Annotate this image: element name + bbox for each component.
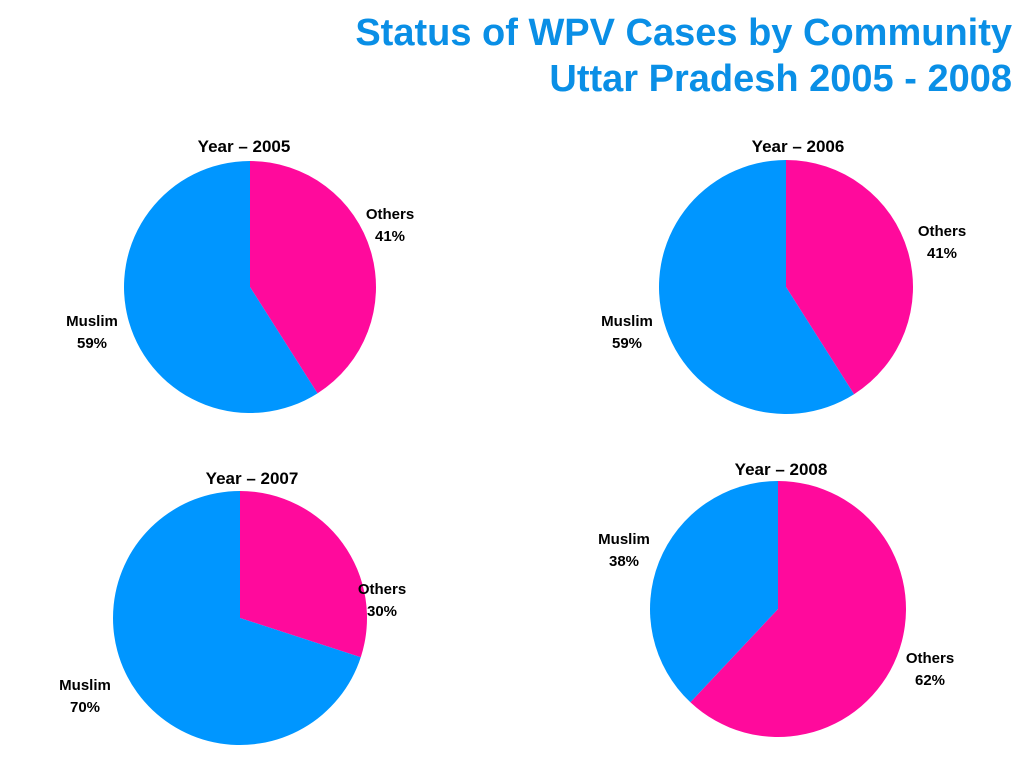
pie-slice-others [250,161,376,394]
slice-percent: 62% [915,672,945,689]
slice-name: Others [906,650,954,667]
slice-label-others: Others 41% [366,206,414,245]
slice-name: Muslim [66,313,118,330]
slice-percent: 59% [77,335,107,352]
slice-name: Others [366,206,414,223]
pie-chart-2: Year – 2006 Others 41% Muslim 59% [601,137,966,415]
slice-label-others: Others 62% [906,650,954,689]
pie-slice-muslim [658,160,855,415]
pie-slice-muslim [649,481,778,703]
slice-name: Muslim [59,677,111,694]
slice-label-others: Others 30% [358,581,406,620]
pie-slice-others [240,491,367,658]
slice-percent: 70% [70,699,100,716]
slice-percent: 59% [612,335,642,352]
pie-title: Year – 2007 [206,469,299,488]
slide-title-line1: Status of WPV Cases by Community [355,12,1012,54]
slice-name: Muslim [598,531,650,548]
pie-chart-4: Year – 2008 Others 62% Muslim 38% [598,460,954,737]
slice-label-others: Others 41% [918,223,966,262]
pie-slice-others [690,481,906,737]
pie-slice-muslim [124,161,318,414]
slice-percent: 30% [367,603,397,620]
slide-title: Status of WPV Cases by Community Uttar P… [355,10,1012,102]
pie-chart-3: Year – 2007 Others 30% Muslim 70% [59,469,406,745]
pie-title: Year – 2006 [752,137,845,156]
pie-slice-others [786,160,913,395]
pie-slice-muslim [113,491,361,745]
slice-name: Others [358,581,406,598]
slice-label-muslim: Muslim 38% [598,531,650,570]
slice-name: Muslim [601,313,653,330]
slide-title-line2: Uttar Pradesh 2005 - 2008 [549,58,1012,100]
slice-percent: 41% [927,245,957,262]
pie-title: Year – 2005 [198,137,291,156]
pie-chart-1: Year – 2005 Others 41% Muslim 59% [66,137,414,414]
slice-percent: 38% [609,553,639,570]
pie-title: Year – 2008 [735,460,828,479]
slice-label-muslim: Muslim 70% [59,677,111,716]
slice-name: Others [918,223,966,240]
slice-label-muslim: Muslim 59% [66,313,118,352]
slice-label-muslim: Muslim 59% [601,313,653,352]
slice-percent: 41% [375,228,405,245]
